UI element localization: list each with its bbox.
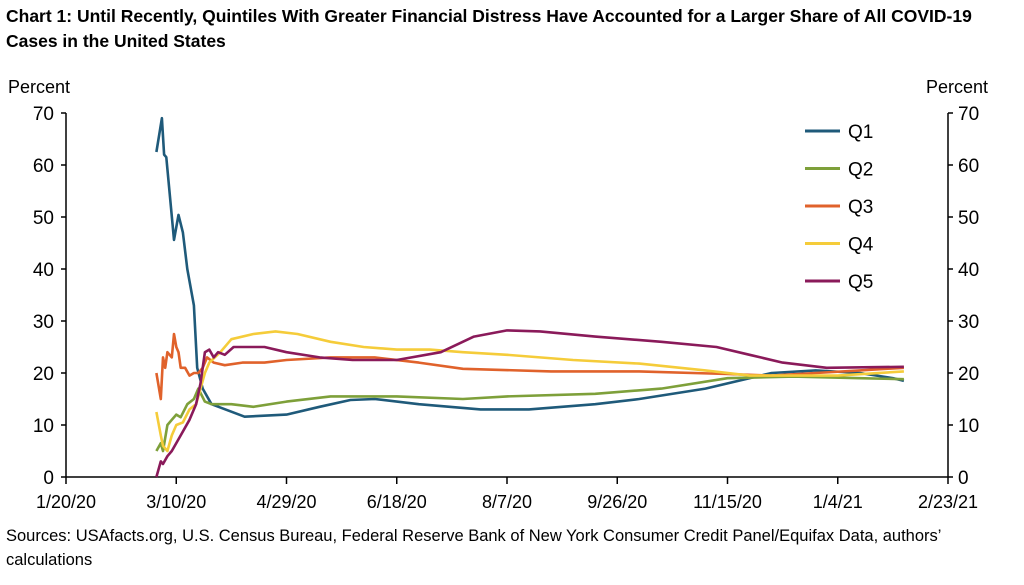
legend-label-q1: Q1 bbox=[848, 122, 873, 143]
legend-label-q3: Q3 bbox=[848, 197, 873, 218]
legend-label-q5: Q5 bbox=[848, 272, 873, 293]
x-tick-label: 1/4/21 bbox=[813, 492, 863, 512]
y-tick-label-right: 10 bbox=[958, 416, 979, 437]
x-tick-label: 4/29/20 bbox=[256, 492, 316, 512]
series-line-q5 bbox=[155, 329, 904, 478]
y-axis-label-left: Percent bbox=[8, 77, 70, 97]
x-tick-label: 8/7/20 bbox=[482, 492, 532, 512]
x-tick-label: 2/23/21 bbox=[918, 492, 978, 512]
x-tick-label: 1/20/20 bbox=[36, 492, 96, 512]
chart-title: Chart 1: Until Recently, Quintiles With … bbox=[6, 6, 972, 51]
legend-label-q2: Q2 bbox=[848, 160, 873, 181]
series-line-q4 bbox=[155, 330, 904, 453]
x-tick-label: 6/18/20 bbox=[367, 492, 427, 512]
x-tick-label: 9/26/20 bbox=[587, 492, 647, 512]
y-tick-label-right: 50 bbox=[958, 208, 979, 229]
y-tick-label-right: 70 bbox=[958, 104, 979, 125]
y-tick-label-left: 10 bbox=[33, 416, 54, 437]
series-line-q3 bbox=[155, 332, 904, 401]
legend-label-q4: Q4 bbox=[848, 235, 874, 256]
y-tick-label-right: 0 bbox=[958, 468, 969, 489]
y-tick-label-left: 0 bbox=[43, 468, 54, 489]
axes: 0 0 10 10 20 20 30 30 40 40 50 50 60 60 70 70 1/20/20 3/1… bbox=[33, 104, 979, 512]
sources-note: Sources: USAfacts.org, U.S. Census Burea… bbox=[6, 527, 941, 569]
series-line-q2 bbox=[155, 375, 904, 453]
y-tick-label-right: 20 bbox=[958, 364, 979, 385]
y-tick-label-right: 60 bbox=[958, 156, 979, 177]
y-tick-label-left: 30 bbox=[33, 312, 54, 333]
y-tick-label-left: 50 bbox=[33, 208, 54, 229]
y-tick-label-right: 40 bbox=[958, 260, 979, 281]
y-tick-label-left: 70 bbox=[33, 104, 54, 125]
series-lines bbox=[155, 116, 905, 478]
series-line-q1 bbox=[155, 116, 905, 419]
legend: Q1 Q2 Q3 Q4 Q5 bbox=[805, 122, 874, 293]
y-tick-label-left: 20 bbox=[33, 364, 54, 385]
y-axis-label-right: Percent bbox=[926, 77, 988, 97]
x-tick-label: 11/15/20 bbox=[693, 492, 762, 512]
x-tick-label: 3/10/20 bbox=[146, 492, 206, 512]
y-tick-label-left: 40 bbox=[33, 260, 54, 281]
y-tick-label-right: 30 bbox=[958, 312, 979, 333]
y-tick-label-left: 60 bbox=[33, 156, 54, 177]
